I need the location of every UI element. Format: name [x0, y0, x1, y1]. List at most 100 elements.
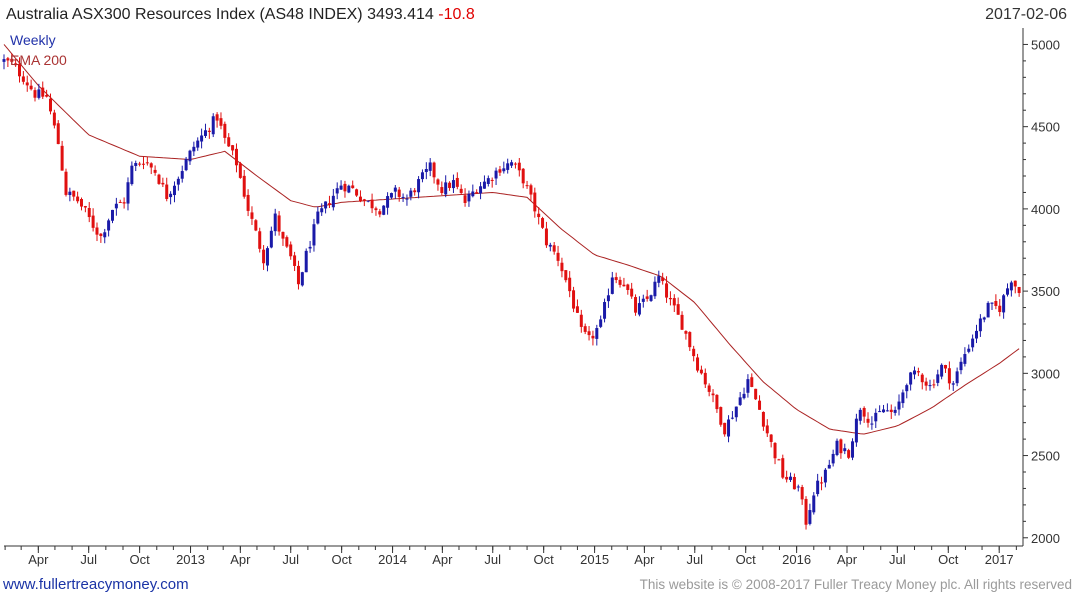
candle-down: [820, 482, 824, 484]
candle-down: [513, 163, 517, 165]
candle-down: [804, 498, 808, 525]
candle-down: [165, 184, 169, 199]
website-link[interactable]: www.fullertreacymoney.com: [3, 576, 189, 593]
candle-up: [482, 181, 486, 189]
candle-up: [936, 374, 940, 383]
candle-up: [269, 230, 273, 248]
candle-down: [463, 195, 467, 203]
y-axis-ticks: 2000 2500 3000 3500 4000 4500 5000: [1023, 37, 1060, 546]
candle-down: [327, 203, 331, 206]
candle-down: [56, 123, 60, 145]
x-tick-label: Jul: [282, 552, 299, 567]
candle-down: [541, 218, 545, 228]
candle-up: [978, 318, 982, 332]
candle-up: [401, 196, 405, 198]
candle-up: [467, 193, 471, 202]
candle-up: [657, 276, 661, 283]
candle-down: [781, 458, 785, 478]
candle-up: [506, 163, 510, 170]
candle-up: [909, 372, 913, 385]
candle-down: [560, 262, 564, 272]
y-tick-label: 4000: [1031, 202, 1060, 217]
candle-down: [207, 130, 211, 132]
x-tick-label: Jul: [889, 552, 906, 567]
candle-down: [29, 85, 33, 90]
candle-up: [816, 480, 820, 495]
candle-up: [389, 193, 393, 198]
candle-up: [653, 281, 657, 297]
candle-up: [595, 328, 599, 339]
candle-down: [998, 305, 1002, 312]
candle-down: [529, 185, 533, 195]
x-tick-label: Oct: [736, 552, 757, 567]
candle-down: [932, 384, 936, 386]
candle-up: [742, 393, 746, 399]
x-tick-label: Apr: [634, 552, 655, 567]
candle-down: [227, 137, 231, 147]
candle-up: [812, 495, 816, 513]
candle-up: [308, 246, 312, 249]
candle-down: [556, 252, 560, 261]
x-tick-label: 2014: [378, 552, 407, 567]
candle-up: [366, 200, 370, 202]
candle-down: [153, 169, 157, 173]
candle-up: [967, 348, 971, 352]
candle-up: [843, 448, 847, 452]
candle-up: [428, 162, 432, 171]
y-tick-label: 3000: [1031, 366, 1060, 381]
candle-down: [521, 168, 525, 184]
candle-down: [777, 459, 781, 461]
candle-up: [114, 203, 118, 209]
candle-down: [537, 213, 541, 218]
candle-down: [688, 332, 692, 348]
candle-up: [858, 409, 862, 421]
candle-up: [606, 295, 610, 302]
x-tick-label: Oct: [129, 552, 150, 567]
candle-up: [176, 178, 180, 185]
candle-up: [928, 385, 932, 387]
x-tick-label: 2013: [176, 552, 205, 567]
candle-down: [10, 58, 14, 62]
candle-up: [196, 140, 200, 148]
candle-down: [761, 411, 765, 427]
candle-up: [959, 361, 963, 371]
candle-up: [738, 397, 742, 405]
candle-down: [544, 228, 548, 246]
price-change: -10.8: [438, 6, 475, 23]
candle-down: [250, 212, 254, 219]
candle-up: [188, 150, 192, 162]
candle-up: [940, 364, 944, 377]
candle-up: [878, 411, 882, 413]
candle-up: [599, 319, 603, 327]
candle-up: [502, 168, 506, 172]
candle-up: [510, 162, 514, 166]
candle-down: [785, 476, 789, 480]
candle-down: [242, 175, 246, 197]
candle-up: [312, 224, 316, 246]
x-tick-label: Apr: [230, 552, 251, 567]
candle-up: [103, 232, 107, 238]
candle-down: [52, 112, 56, 126]
candle-down: [564, 270, 568, 281]
candle-up: [901, 392, 905, 404]
candle-down: [769, 434, 773, 442]
candle-up: [548, 244, 552, 247]
candle-down: [630, 288, 634, 297]
candle-up: [727, 419, 731, 437]
y-tick-label: 2000: [1031, 531, 1060, 546]
candle-up: [2, 59, 6, 62]
candle-down: [916, 371, 920, 373]
y-tick-label: 3500: [1031, 284, 1060, 299]
candle-up: [1009, 282, 1013, 291]
candle-up: [68, 191, 72, 196]
candle-down: [839, 439, 843, 454]
candle-down: [48, 98, 52, 112]
candle-down: [1017, 286, 1021, 293]
candle-down: [293, 255, 297, 266]
candle-down: [17, 63, 21, 77]
y-tick-label: 2500: [1031, 449, 1060, 464]
candle-up: [975, 330, 979, 339]
candle-down: [25, 82, 29, 86]
candle-down: [99, 233, 103, 237]
candle-up: [808, 510, 812, 524]
